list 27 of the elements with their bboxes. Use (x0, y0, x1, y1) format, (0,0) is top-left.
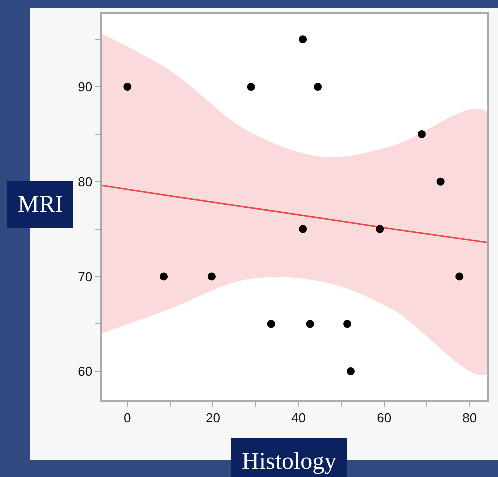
point (124, 83, 132, 92)
point (299, 225, 308, 234)
x-tick-label: 40 (292, 410, 306, 426)
point (456, 272, 464, 281)
point (208, 272, 216, 281)
y-tick-label: 90 (78, 80, 93, 95)
point (376, 225, 384, 234)
point (346, 368, 355, 376)
x-tick-label: 20 (206, 410, 220, 426)
point (267, 320, 276, 328)
y-axis-title: MRI (18, 192, 64, 218)
y-tick-label: 80 (78, 174, 93, 190)
point (160, 272, 168, 281)
point (436, 178, 445, 186)
point (344, 320, 352, 328)
point (314, 83, 322, 92)
y-tick-label: 60 (78, 364, 93, 380)
x-tick-label: 60 (377, 410, 392, 426)
x-tick-label: 0 (124, 410, 132, 426)
line-series (102, 184, 487, 244)
point (247, 83, 256, 92)
point (306, 320, 314, 328)
x-tick-label: 80 (462, 410, 478, 426)
point (418, 130, 426, 138)
x-axis-title: Histology (242, 449, 337, 475)
y-tick-label: 70 (78, 269, 93, 284)
point (299, 36, 308, 44)
